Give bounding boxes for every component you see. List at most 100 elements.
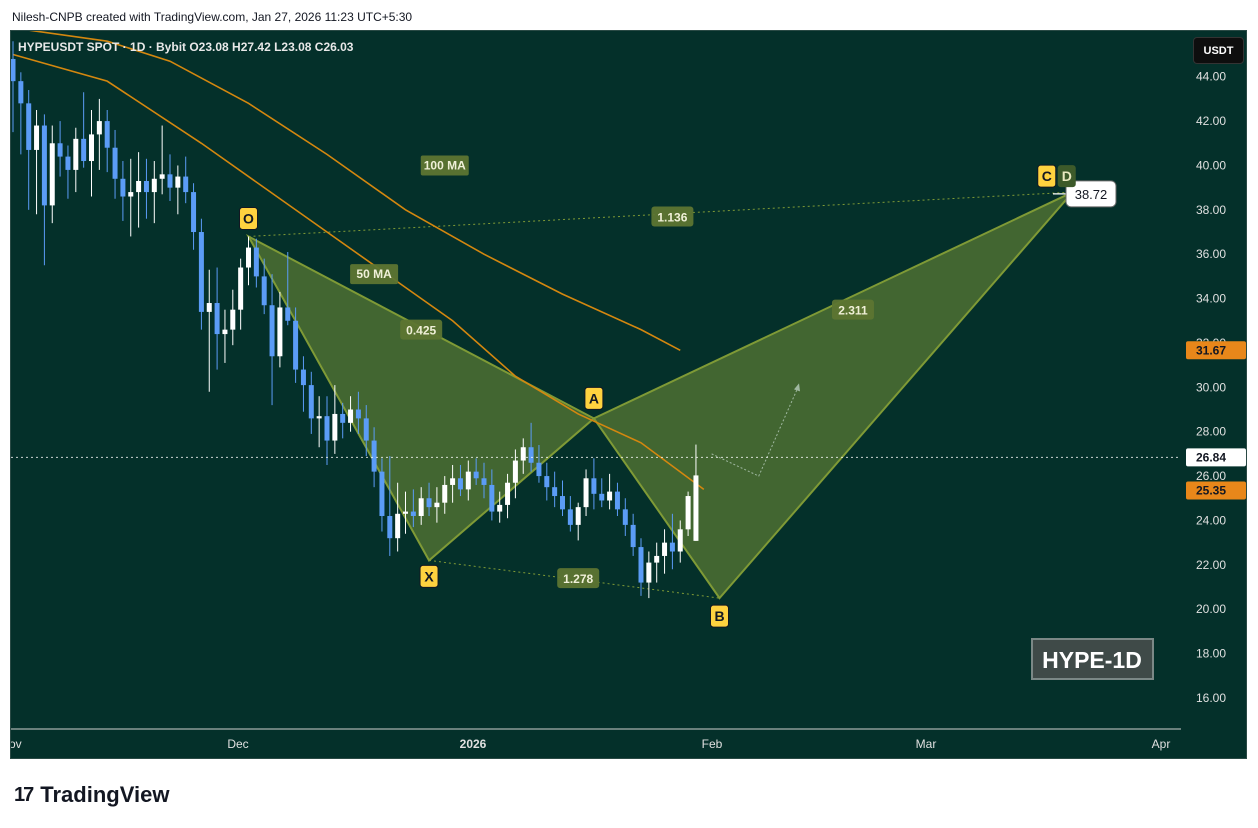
price-axis[interactable]: 16.00 18.00 20.00 22.00 24.00 26.00 28.00 30.00… bbox=[1186, 70, 1246, 705]
candle-body bbox=[481, 478, 487, 485]
chart-panel[interactable]: 38.72 O X A B C D 0.425 1.278 2.311 1.136 100 MA 50 … bbox=[0, 27, 1247, 759]
candle-body bbox=[159, 174, 165, 179]
ratio-badge bbox=[831, 299, 874, 320]
candle-body bbox=[583, 478, 589, 508]
annotations: 38.72 O X A B C D 0.425 1.278 2.311 1.136 100 MA 50 … bbox=[11, 155, 1181, 680]
price-tick-label: 34.00 bbox=[1196, 292, 1226, 306]
candle-body bbox=[175, 176, 181, 188]
candle-body bbox=[348, 409, 354, 423]
ratio-badge bbox=[400, 319, 443, 340]
candle-body bbox=[167, 174, 173, 188]
candle-body bbox=[136, 180, 142, 193]
point-label-d: D bbox=[1062, 168, 1072, 184]
time-tick-label: Dec bbox=[227, 737, 248, 751]
candle-body bbox=[57, 143, 63, 157]
price-tick-label: 28.00 bbox=[1196, 425, 1226, 439]
candle-body bbox=[371, 440, 377, 472]
candle-body bbox=[567, 509, 573, 525]
price-tick-label: 18.00 bbox=[1196, 647, 1226, 661]
candle-body bbox=[536, 462, 542, 477]
candle-body bbox=[395, 513, 401, 539]
current-price-tag: 26.84 bbox=[1196, 450, 1226, 464]
target-price-label: 38.72 bbox=[1075, 187, 1108, 202]
candle-body bbox=[646, 562, 652, 583]
candle-body bbox=[96, 121, 102, 135]
price-tick-label: 22.00 bbox=[1196, 558, 1226, 572]
current-price-tag-box bbox=[1186, 448, 1246, 467]
time-tick-label: 2026 bbox=[460, 737, 487, 751]
ratio-label: 1.136 bbox=[657, 210, 687, 224]
candle-body bbox=[662, 542, 668, 556]
tradingview-mark-icon: 17 bbox=[14, 783, 34, 806]
candle-body bbox=[277, 307, 283, 357]
candle-body bbox=[18, 81, 24, 104]
candle-body bbox=[599, 493, 605, 501]
tradingview-logo-text: TradingView bbox=[40, 782, 170, 807]
candle-body bbox=[654, 555, 660, 563]
point-badge-o bbox=[239, 206, 258, 230]
candle-body bbox=[622, 509, 628, 525]
candle-body bbox=[591, 478, 597, 494]
tradingview-logo[interactable]: 17 TradingView bbox=[14, 782, 169, 808]
candle-body bbox=[238, 267, 244, 310]
candle-body bbox=[473, 471, 479, 479]
candle-body bbox=[552, 487, 558, 497]
candle-body bbox=[206, 303, 212, 312]
point-label-a: A bbox=[589, 390, 599, 406]
symbol-info: HYPEUSDT SPOT · 1D · Bybit O23.08 H27.42… bbox=[18, 40, 354, 54]
price-tick-label: 36.00 bbox=[1196, 247, 1226, 261]
candle-body bbox=[253, 247, 259, 277]
candle-body bbox=[630, 524, 636, 548]
candle-body bbox=[685, 496, 691, 530]
candle-body bbox=[520, 447, 526, 461]
time-tick-label: Apr bbox=[1152, 737, 1171, 751]
candle-body bbox=[222, 329, 228, 335]
candlestick-chart[interactable]: 38.72 O X A B C D 0.425 1.278 2.311 1.136 100 MA 50 … bbox=[0, 27, 1246, 758]
candle-body bbox=[512, 460, 518, 483]
candle-body bbox=[143, 180, 149, 193]
candle-body bbox=[128, 192, 134, 197]
candle-body bbox=[450, 478, 456, 485]
candle-body bbox=[246, 247, 251, 268]
candle-body bbox=[198, 232, 204, 312]
point-badge-b bbox=[710, 604, 729, 628]
ma-100-label-badge bbox=[420, 155, 469, 176]
candle-body bbox=[285, 307, 291, 321]
candle-body bbox=[89, 134, 94, 162]
candle-body bbox=[191, 192, 197, 233]
ma-50-price-tag-box bbox=[1186, 481, 1246, 500]
point-badge-d bbox=[1057, 165, 1076, 188]
candle-body bbox=[457, 478, 463, 490]
candle-body bbox=[489, 484, 495, 512]
currency-button[interactable]: USDT bbox=[1193, 37, 1244, 64]
candle-body bbox=[120, 178, 126, 197]
price-tick-label: 38.00 bbox=[1196, 203, 1226, 217]
candle-body bbox=[677, 529, 683, 552]
candle-body bbox=[607, 491, 613, 501]
candle-body bbox=[332, 413, 338, 441]
candle-body bbox=[316, 416, 322, 419]
ratio-badge bbox=[557, 568, 600, 589]
time-axis[interactable]: Nov Dec 2026 Feb Mar Apr bbox=[0, 728, 1181, 751]
ma-100-price-tag-box bbox=[1186, 341, 1246, 360]
candle-body bbox=[300, 369, 306, 386]
candle-body bbox=[379, 471, 385, 517]
candle-body bbox=[308, 385, 314, 419]
point-label-b: B bbox=[714, 608, 724, 624]
candle-body bbox=[81, 138, 87, 162]
candle-body bbox=[418, 498, 424, 517]
price-tick-label: 44.00 bbox=[1196, 70, 1226, 84]
candle-body bbox=[324, 416, 330, 441]
candle-body bbox=[34, 125, 40, 150]
point-label-o: O bbox=[243, 210, 254, 226]
watermark-text: HYPE-1D bbox=[1042, 647, 1142, 673]
point-label-x: X bbox=[424, 568, 434, 584]
point-label-c: C bbox=[1042, 168, 1052, 184]
candle-body bbox=[544, 476, 550, 488]
harmonic-pattern bbox=[245, 191, 1074, 600]
candle-body bbox=[293, 320, 299, 370]
candle-body bbox=[387, 516, 393, 539]
time-tick-label: Feb bbox=[702, 737, 723, 751]
price-tick-label: 30.00 bbox=[1196, 380, 1226, 394]
candle-body bbox=[151, 178, 157, 193]
